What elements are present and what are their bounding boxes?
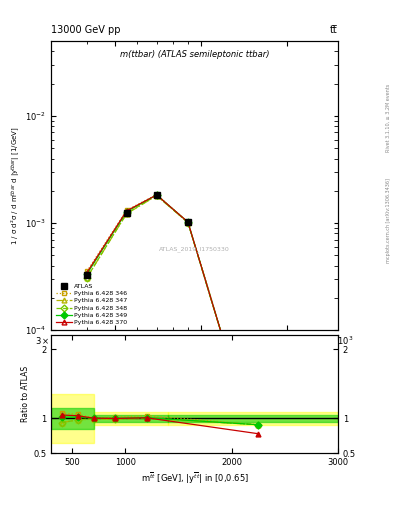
Pythia 6.428 347: [154, 193, 159, 199]
Pythia 6.428 370: [154, 192, 159, 198]
Legend: ATLAS, Pythia 6.428 346, Pythia 6.428 347, Pythia 6.428 348, Pythia 6.428 349, P: ATLAS, Pythia 6.428 346, Pythia 6.428 34…: [54, 282, 129, 327]
Pythia 6.428 346: [124, 207, 129, 213]
Pythia 6.428 346: [84, 268, 89, 274]
Line: Pythia 6.428 347: Pythia 6.428 347: [84, 193, 305, 351]
Line: ATLAS: ATLAS: [84, 192, 305, 347]
Line: Pythia 6.428 349: Pythia 6.428 349: [84, 193, 305, 350]
Pythia 6.428 349: [222, 338, 226, 344]
Text: ATLAS_2019_I1750330: ATLAS_2019_I1750330: [159, 246, 230, 252]
ATLAS: [84, 271, 89, 278]
Pythia 6.428 348: [300, 345, 305, 351]
Text: tt̅: tt̅: [330, 25, 338, 35]
Text: Rivet 3.1.10, ≥ 3.2M events: Rivet 3.1.10, ≥ 3.2M events: [386, 83, 391, 152]
Pythia 6.428 347: [300, 345, 305, 351]
Bar: [168, 412, 338, 425]
Bar: [94, 412, 168, 425]
Pythia 6.428 370: [222, 338, 226, 344]
Pythia 6.428 349: [84, 271, 89, 277]
Pythia 6.428 346: [185, 219, 190, 225]
Pythia 6.428 370: [124, 208, 129, 214]
Pythia 6.428 347: [84, 274, 89, 281]
ATLAS: [300, 340, 305, 347]
Pythia 6.428 349: [154, 192, 159, 198]
Pythia 6.428 347: [185, 220, 190, 226]
Pythia 6.428 346: [300, 345, 305, 351]
ATLAS: [222, 339, 226, 345]
Pythia 6.428 349: [300, 345, 305, 351]
Pythia 6.428 347: [222, 339, 226, 345]
Pythia 6.428 348: [84, 274, 89, 281]
Pythia 6.428 370: [84, 269, 89, 275]
Y-axis label: Ratio to ATLAS: Ratio to ATLAS: [21, 366, 30, 422]
Pythia 6.428 370: [185, 219, 190, 225]
Line: Pythia 6.428 346: Pythia 6.428 346: [84, 192, 305, 351]
Bar: [51, 408, 94, 429]
Text: m(ttbar) (ATLAS semileptonic ttbar): m(ttbar) (ATLAS semileptonic ttbar): [120, 50, 269, 59]
Pythia 6.428 348: [124, 210, 129, 217]
Pythia 6.428 348: [185, 220, 190, 226]
Text: 13000 GeV pp: 13000 GeV pp: [51, 25, 121, 35]
Bar: [94, 415, 168, 422]
Line: Pythia 6.428 370: Pythia 6.428 370: [84, 193, 305, 353]
Bar: [51, 394, 94, 443]
Pythia 6.428 346: [154, 191, 159, 198]
ATLAS: [185, 219, 190, 225]
ATLAS: [154, 192, 159, 198]
Line: Pythia 6.428 348: Pythia 6.428 348: [84, 193, 305, 351]
Pythia 6.428 349: [185, 219, 190, 225]
X-axis label: m$^{\overline{t}t}$ [GeV], |y$^{\overline{t}t}$| in [0,0.65]: m$^{\overline{t}t}$ [GeV], |y$^{\overlin…: [141, 470, 248, 485]
Pythia 6.428 348: [154, 193, 159, 199]
Pythia 6.428 349: [124, 208, 129, 215]
Y-axis label: 1 / σ d²σ / d m$^{tbar}$ d |y$^{tbar}$| [1/GeV]: 1 / σ d²σ / d m$^{tbar}$ d |y$^{tbar}$| …: [9, 126, 22, 245]
Text: mcplots.cern.ch [arXiv:1306.3436]: mcplots.cern.ch [arXiv:1306.3436]: [386, 178, 391, 263]
Pythia 6.428 346: [222, 337, 226, 343]
Pythia 6.428 347: [124, 211, 129, 217]
ATLAS: [124, 209, 129, 216]
Pythia 6.428 348: [222, 338, 226, 345]
Bar: [168, 415, 338, 422]
Pythia 6.428 370: [300, 347, 305, 353]
